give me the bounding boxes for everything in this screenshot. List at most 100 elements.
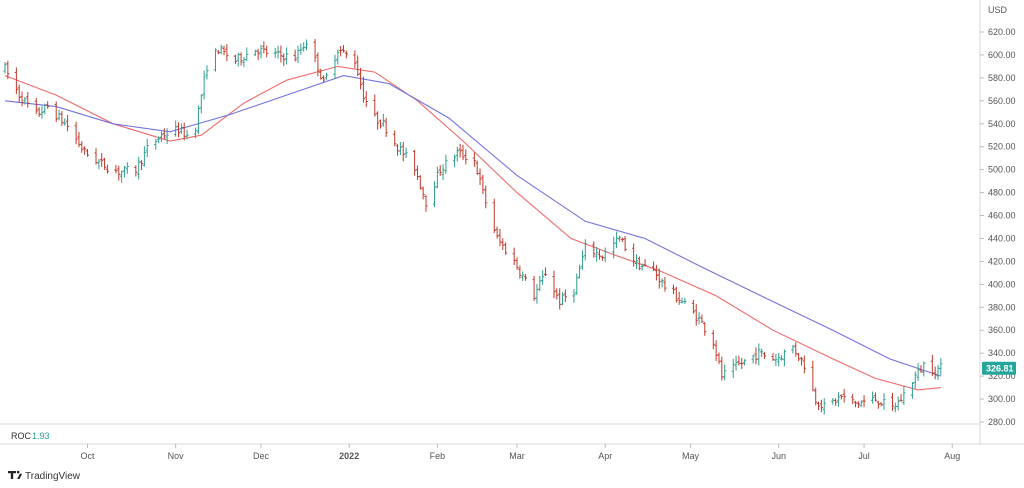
price-axis[interactable]: 620.00 600.00 580.00 560.00 540.00 520.00 500.…	[980, 27, 1016, 427]
ohlc-bar	[634, 254, 639, 270]
ohlc-bar	[939, 357, 943, 376]
ohlc-bar	[196, 105, 201, 135]
ohlc-bar	[671, 284, 676, 294]
ohlc-bar	[393, 130, 397, 147]
ohlc-bar	[202, 70, 206, 100]
ohlc-bar	[435, 166, 439, 189]
ohlc-bar	[159, 131, 164, 142]
ohlc-bar	[799, 356, 804, 366]
x-tick-label: Nov	[168, 451, 185, 461]
ohlc-bar	[282, 53, 286, 66]
ohlc-bar	[731, 358, 735, 378]
ohlc-bar	[484, 185, 488, 209]
time-axis[interactable]: Oct Nov Dec 2022 Feb Mar Apr May Jun Jul Aug	[80, 444, 960, 461]
ohlc-bar	[239, 52, 243, 66]
ohlc-bar	[157, 136, 161, 144]
ohlc-bar	[523, 274, 528, 281]
ohlc-bar	[117, 165, 121, 181]
y-tick-label: 340.00	[988, 348, 1016, 358]
ohlc-bar	[660, 278, 664, 288]
ohlc-bar	[225, 44, 229, 62]
ohlc-bar	[760, 348, 764, 358]
x-tick-label: Feb	[430, 451, 446, 461]
x-tick-label: Aug	[944, 451, 960, 461]
ohlc-bar	[873, 392, 878, 402]
ohlc-bar	[424, 195, 428, 212]
ohlc-bar	[356, 55, 360, 76]
ohlc-bar	[142, 146, 146, 167]
ohlc-bar	[555, 288, 559, 300]
y-tick-label: 280.00	[988, 417, 1016, 427]
ohlc-bar	[74, 121, 78, 145]
y-tick-label: 300.00	[988, 394, 1016, 404]
ohlc-bar	[723, 364, 727, 381]
ohlc-bar	[896, 396, 900, 411]
y-tick-label: 420.00	[988, 256, 1016, 266]
ohlc-bar	[777, 353, 781, 367]
ohlc-bar	[458, 143, 462, 158]
ohlc-bar	[54, 101, 58, 123]
ohlc-bar	[572, 289, 576, 303]
ohlc-bar	[700, 314, 704, 323]
ohlc-bar	[836, 392, 841, 407]
ohlc-bar	[418, 175, 422, 190]
y-tick-label: 360.00	[988, 325, 1016, 335]
ohlc-bar	[120, 170, 124, 183]
y-tick-label: 320.00	[988, 371, 1016, 381]
ohlc-bar	[654, 264, 659, 281]
ohlc-bar	[452, 154, 457, 168]
ohlc-bar	[882, 393, 886, 410]
ohlc-bar	[472, 152, 476, 167]
y-tick-label: 580.00	[988, 73, 1016, 83]
x-tick-label: May	[682, 451, 700, 461]
ohlc-bar	[538, 275, 542, 292]
ohlc-bar	[580, 250, 585, 270]
ohlc-bar	[603, 247, 607, 263]
ohlc-bar	[774, 353, 778, 366]
ohlc-bar	[902, 386, 906, 405]
ohlc-bar	[802, 355, 806, 374]
ohlc-bar	[697, 312, 701, 325]
y-tick-label: 600.00	[988, 50, 1016, 60]
ohlc-bar	[814, 387, 818, 406]
ohlc-bar	[842, 388, 846, 403]
ohlc-bar	[890, 392, 895, 411]
ohlc-bar	[353, 50, 357, 68]
ohlc-bar	[578, 264, 582, 279]
ohlc-bar	[583, 239, 587, 261]
ohlc-bar	[762, 352, 767, 359]
ohlc-bar	[262, 41, 266, 54]
currency-label: USD	[988, 5, 1008, 15]
ohlc-bar	[213, 48, 218, 72]
y-tick-label: 540.00	[988, 119, 1016, 129]
brand-name[interactable]: TradingView	[25, 471, 81, 482]
ohlc-bar	[851, 393, 855, 405]
ohlc-bar	[339, 46, 343, 57]
ohlc-bar	[114, 164, 118, 174]
x-tick-label: Oct	[80, 451, 95, 461]
ohlc-bar	[85, 148, 90, 157]
ohlc-bar	[341, 45, 346, 53]
ohlc-bar	[441, 164, 445, 180]
ohlc-bar	[552, 270, 556, 299]
ohlc-bar	[293, 49, 297, 62]
ohlc-bar	[694, 303, 698, 326]
ohlc-bar	[413, 149, 417, 176]
ohlc-bar	[740, 357, 744, 369]
ohlc-bar	[674, 286, 678, 303]
ohlc-bar	[401, 141, 405, 162]
ohlc-bar	[20, 91, 24, 107]
ohlc-bar	[922, 361, 926, 377]
x-tick-label: Jun	[771, 451, 786, 461]
ohlc-bar	[438, 165, 442, 176]
last-price-value: 326.81	[986, 363, 1014, 373]
ohlc-bar	[632, 243, 636, 267]
ohlc-bar	[34, 97, 38, 114]
ohlc-bar	[199, 94, 203, 114]
roc-indicator-name[interactable]: ROC	[11, 431, 32, 441]
ohlc-bar	[879, 402, 883, 407]
y-tick-label: 460.00	[988, 211, 1016, 221]
ohlc-bar	[839, 394, 843, 400]
y-tick-label: 440.00	[988, 233, 1016, 243]
